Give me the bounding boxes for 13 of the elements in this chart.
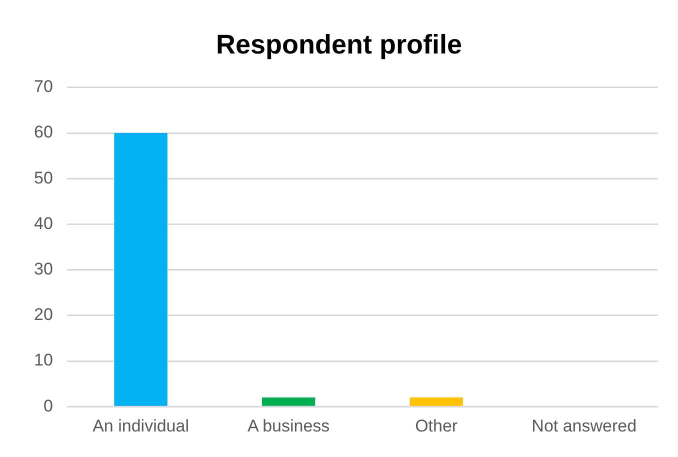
x-tick-label: Not answered (532, 416, 637, 436)
y-tick-label: 0 (43, 396, 53, 416)
x-tick-label: A business (247, 416, 330, 436)
y-tick-label: 50 (34, 168, 53, 188)
y-tick-label: 70 (34, 77, 53, 96)
chart-title: Respondent profile (216, 30, 462, 60)
x-tick-label: Other (415, 416, 458, 436)
y-tick-label: 10 (34, 350, 53, 370)
y-tick-label: 40 (34, 214, 53, 233)
x-tick-label: An individual (92, 416, 189, 436)
y-tick-label: 20 (34, 305, 53, 324)
y-tick-label: 30 (34, 259, 53, 278)
y-tick-label: 60 (34, 122, 53, 142)
